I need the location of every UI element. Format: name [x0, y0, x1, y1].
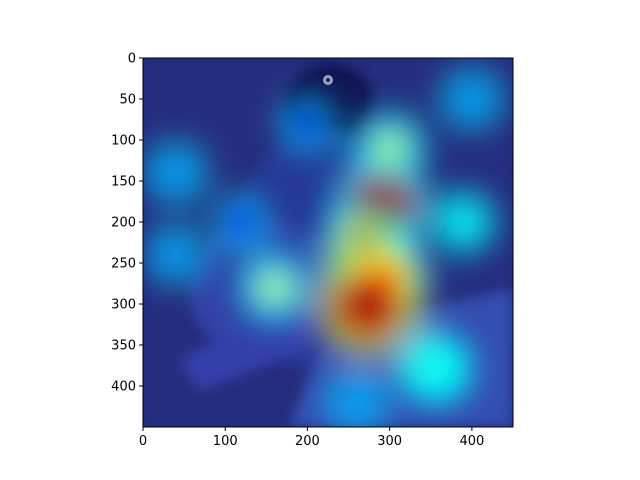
bird-eye-pupil: [326, 78, 330, 82]
plot-area: [143, 58, 513, 427]
x-tick-label: 200: [295, 434, 320, 449]
heat-spot: [459, 87, 484, 111]
x-axis: 0 100 200 300 400: [139, 427, 484, 449]
heat-spot: [230, 211, 253, 233]
axes-frame: [142, 57, 514, 428]
heat-spot: [164, 243, 188, 267]
y-tick-label: 400: [111, 380, 136, 395]
y-tick-label: 50: [119, 93, 136, 108]
heat-spot: [344, 390, 369, 415]
y-axis: 0 50 100 150 200 250 300 350 400: [111, 52, 143, 395]
heat-spot: [163, 160, 188, 185]
heat-spot: [451, 209, 477, 235]
y-tick-label: 300: [111, 298, 136, 313]
x-tick-label: 100: [213, 434, 238, 449]
heat-spot: [349, 284, 389, 324]
y-tick-label: 250: [111, 257, 136, 272]
y-tick-label: 100: [111, 134, 136, 149]
heat-layer: [143, 64, 507, 427]
y-tick-label: 350: [111, 339, 136, 354]
heat-spot: [260, 273, 289, 302]
x-tick-label: 0: [139, 434, 147, 449]
y-tick-label: 0: [128, 52, 136, 67]
y-tick-label: 150: [111, 175, 136, 190]
x-tick-label: 300: [377, 434, 402, 449]
heat-spot: [425, 356, 453, 383]
heat-spot: [296, 112, 319, 135]
x-tick-label: 400: [459, 434, 484, 449]
y-tick-label: 200: [111, 216, 136, 231]
